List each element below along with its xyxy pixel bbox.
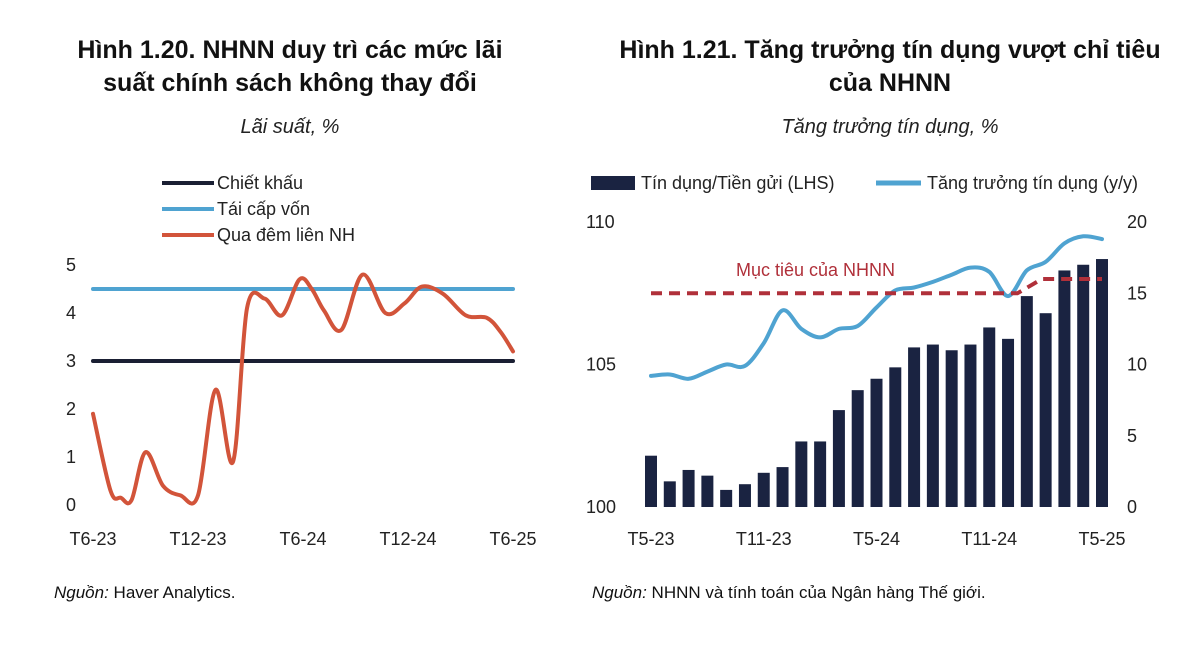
left-chart-subtitle: Lãi suất, %: [240, 116, 340, 138]
left-source-text: Haver Analytics.: [108, 583, 236, 602]
right-chart-title: Hình 1.21. Tăng trưởng tín dụng vượt chỉ…: [580, 34, 1200, 100]
x-tick-label: T6-23: [69, 529, 116, 549]
y-tick-label-right: 0: [1127, 497, 1137, 517]
y-tick-label: 2: [66, 399, 76, 419]
bar: [1077, 264, 1090, 507]
bar: [1096, 259, 1108, 507]
legend-label: Chiết khấu: [217, 173, 303, 193]
legend-label: Tăng trưởng tín dụng (y/y): [927, 173, 1138, 193]
series-line-3: [91, 272, 515, 506]
right-source: Nguồn: NHNN và tính toán của Ngân hàng T…: [592, 583, 986, 603]
bar: [1020, 296, 1033, 507]
right-chart-svg: 100 105 110 0 5 10 15 20 T5-23 T11-23 T5-24 T11-24 T…: [586, 173, 1147, 549]
left-source: Nguồn: Haver Analytics.: [54, 583, 235, 603]
x-tick-label: T11-23: [736, 529, 792, 549]
bar: [720, 489, 733, 507]
right-source-label: Nguồn:: [592, 583, 647, 602]
bar: [908, 347, 921, 507]
y-tick-label: 0: [66, 495, 76, 515]
y-tick-label-left: 110: [586, 212, 615, 232]
bar: [983, 327, 996, 507]
x-tick-label: T12-23: [169, 529, 226, 549]
left-title-line1: Hình 1.20. NHNN duy trì các mức lãi: [77, 36, 503, 64]
x-tick-label: T5-25: [1078, 529, 1125, 549]
bar: [889, 367, 902, 507]
x-tick-label: T11-24: [961, 529, 1017, 549]
x-tick-label: T12-24: [379, 529, 436, 549]
right-chart-subtitle: Tăng trưởng tín dụng, %: [781, 116, 999, 138]
legend-label: Tín dụng/Tiền gửi (LHS): [641, 173, 834, 193]
left-chart-svg: 0 1 2 3 4 5 T6-23 T12-23 T6-24 T12-24 T6-25 Chiết k…: [66, 173, 537, 549]
bar: [1002, 338, 1015, 507]
growth-line: [649, 234, 1104, 381]
bar: [795, 441, 808, 507]
bar: [832, 410, 845, 507]
bar: [663, 481, 676, 507]
y-tick-label: 3: [66, 351, 76, 371]
target-line: [651, 277, 1102, 296]
bar: [1039, 313, 1052, 507]
x-tick-label: T6-25: [489, 529, 536, 549]
x-tick-label: T5-24: [853, 529, 900, 549]
bar: [945, 350, 958, 507]
right-title-line2: của NHNN: [828, 69, 952, 97]
y-tick-label-right: 20: [1127, 212, 1147, 232]
left-chart-title: Hình 1.20. NHNN duy trì các mức lãi suất…: [0, 34, 580, 100]
bar: [870, 378, 883, 507]
y-tick-label-left: 105: [586, 355, 616, 375]
bar: [776, 467, 789, 507]
bar: [926, 344, 939, 507]
bar: [757, 472, 770, 507]
target-annotation: Mục tiêu của NHNN: [736, 260, 895, 280]
bar: [682, 469, 695, 507]
bar: [645, 455, 657, 507]
y-tick-label-right: 15: [1127, 283, 1147, 303]
right-chart-panel: Hình 1.21. Tăng trưởng tín dụng vượt chỉ…: [580, 0, 1200, 654]
bar: [964, 344, 977, 507]
y-tick-label: 5: [66, 255, 76, 275]
bar: [851, 390, 864, 507]
left-source-label: Nguồn:: [54, 583, 109, 602]
y-tick-label-right: 10: [1127, 355, 1147, 375]
y-tick-label: 4: [66, 303, 76, 323]
bar: [814, 441, 827, 507]
right-source-text: NHNN và tính toán của Ngân hàng Thế giới…: [646, 583, 986, 602]
bar: [738, 484, 751, 507]
legend-label: Tái cấp vốn: [217, 199, 310, 219]
y-tick-label-right: 5: [1127, 426, 1137, 446]
x-tick-label: T6-24: [279, 529, 326, 549]
y-tick-label-left: 100: [586, 497, 616, 517]
bar: [1058, 270, 1071, 507]
x-tick-label: T5-23: [627, 529, 674, 549]
right-title-line1: Hình 1.21. Tăng trưởng tín dụng vượt chỉ…: [619, 36, 1161, 64]
y-tick-label: 1: [66, 447, 76, 467]
legend-swatch-bar: [591, 176, 635, 190]
legend-label: Qua đêm liên NH: [217, 225, 355, 245]
bar: [701, 475, 714, 507]
left-chart-panel: Hình 1.20. NHNN duy trì các mức lãi suất…: [0, 0, 580, 654]
left-title-line2: suất chính sách không thay đổi: [103, 69, 477, 97]
